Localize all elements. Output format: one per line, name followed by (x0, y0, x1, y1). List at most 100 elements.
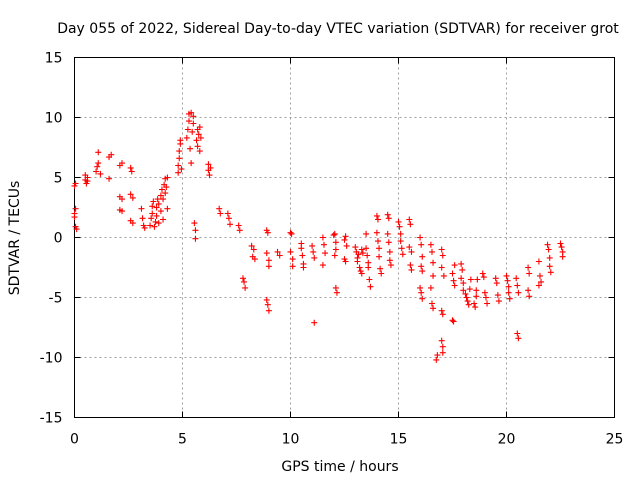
data-point (546, 254, 553, 261)
data-point (225, 215, 232, 222)
data-point (439, 349, 446, 356)
data-point (331, 230, 338, 237)
data-point (525, 287, 532, 294)
data-point (342, 258, 349, 265)
data-point (127, 191, 134, 198)
data-point (97, 170, 104, 177)
x-tick-label: 20 (498, 432, 516, 448)
data-point (535, 282, 542, 289)
data-point (72, 205, 79, 212)
data-point (319, 234, 326, 241)
data-point (185, 118, 192, 125)
data-point (119, 208, 126, 215)
data-point (378, 270, 385, 277)
data-point (359, 250, 366, 257)
data-point (311, 254, 318, 261)
data-point (462, 290, 469, 297)
data-point (535, 258, 542, 265)
data-point (151, 223, 158, 230)
data-point (227, 221, 234, 228)
data-point (248, 242, 255, 249)
data-point (152, 218, 159, 225)
y-tick-label: 0 (54, 231, 63, 247)
data-point (288, 230, 295, 237)
data-point (439, 252, 446, 259)
data-point (495, 298, 502, 305)
data-point (466, 286, 473, 293)
data-point (428, 300, 435, 307)
x-tick-label: 25 (606, 432, 624, 448)
data-point (71, 214, 78, 221)
data-point (276, 252, 283, 259)
data-point (162, 190, 169, 197)
x-tick-label: 0 (70, 432, 79, 448)
data-point (373, 212, 380, 219)
data-point (407, 221, 414, 228)
data-point (460, 280, 467, 287)
data-point (484, 300, 491, 307)
data-point (287, 229, 294, 236)
data-point (386, 248, 393, 255)
data-point (526, 293, 533, 300)
data-point (427, 241, 434, 248)
data-point (460, 287, 467, 294)
data-point (397, 238, 404, 245)
data-point (376, 245, 383, 252)
data-point (515, 289, 522, 296)
data-point (342, 233, 349, 240)
data-point (450, 277, 457, 284)
data-point (386, 257, 393, 264)
data-point (264, 229, 271, 236)
data-point (241, 278, 248, 285)
data-point (242, 284, 249, 291)
data-point (418, 263, 425, 270)
data-point (358, 246, 365, 253)
data-point (356, 264, 363, 271)
data-point (148, 215, 155, 222)
data-point (493, 280, 500, 287)
data-point (205, 161, 212, 168)
data-point (366, 276, 373, 283)
data-point (406, 244, 413, 251)
data-point (434, 352, 441, 359)
data-point (473, 293, 480, 300)
data-point (439, 311, 446, 318)
data-point (175, 169, 182, 176)
y-tick-label: 5 (54, 171, 63, 187)
data-point (332, 239, 339, 246)
chart-title: Day 055 of 2022, Sidereal Day-to-day VTE… (57, 21, 619, 37)
data-point (160, 216, 167, 223)
data-point (374, 238, 381, 245)
data-point (188, 160, 195, 167)
data-point (398, 245, 405, 252)
data-point (433, 356, 440, 363)
data-point (263, 296, 270, 303)
data-point (559, 253, 566, 260)
data-point (458, 260, 465, 267)
data-point (427, 284, 434, 291)
data-point (197, 134, 204, 141)
data-point (84, 178, 91, 185)
grid (74, 57, 615, 418)
data-point (515, 335, 522, 342)
data-point (309, 242, 316, 249)
data-point (192, 235, 199, 242)
data-point (194, 143, 201, 150)
data-point (183, 134, 190, 141)
data-point (163, 184, 170, 191)
data-point (440, 272, 447, 279)
data-point (332, 284, 339, 291)
data-point (377, 265, 384, 272)
data-point (545, 246, 552, 253)
data-point (526, 270, 533, 277)
data-point (299, 252, 306, 259)
data-point (300, 264, 307, 271)
data-point (191, 220, 198, 227)
data-point (384, 211, 391, 218)
data-point (363, 230, 370, 237)
data-point (417, 234, 424, 241)
data-point (239, 275, 246, 282)
data-point (264, 301, 271, 308)
data-point (407, 262, 414, 269)
